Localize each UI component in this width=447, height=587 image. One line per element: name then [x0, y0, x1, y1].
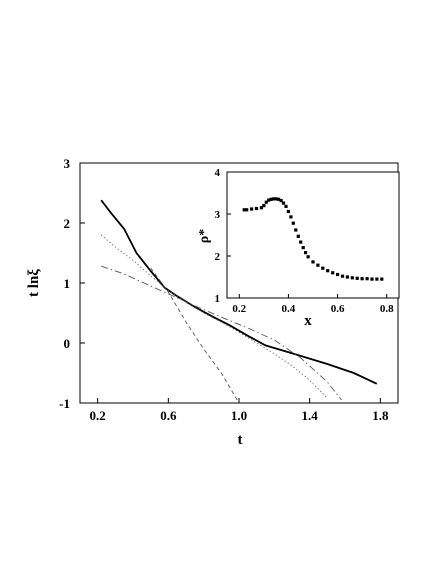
inset-plot-frame: [226, 171, 400, 299]
inset-data-point: [306, 255, 310, 259]
inset-data-point: [267, 198, 271, 202]
inset-data-point: [301, 246, 305, 250]
main-x-axis-label: t: [238, 432, 243, 448]
main-chart: 0.2 0.6 1.0 1.4 1.8 -1 0 1 2 3 t t lnξ: [26, 156, 399, 448]
inset-data-point: [345, 275, 349, 279]
inset-y-tick-label: 3: [215, 209, 221, 221]
inset-data-point: [336, 272, 340, 277]
main-series-line-dashdot: [101, 265, 342, 401]
inset-data-point: [274, 197, 278, 201]
inset-data-point: [296, 234, 300, 238]
inset-data-point: [281, 201, 286, 205]
main-ticks: 0.2 0.6 1.0 1.4 1.8 -1 0 1 2 3: [59, 156, 389, 423]
inset-data-point: [294, 228, 298, 232]
inset-data-point: [254, 206, 259, 211]
inset-data-point: [245, 208, 249, 212]
inset-data-point: [370, 277, 374, 281]
main-y-tick-label: 2: [64, 216, 71, 231]
main-y-tick-label: 3: [64, 156, 71, 171]
inset-data-point: [311, 260, 315, 264]
inset-data-point: [277, 197, 281, 201]
inset-data-point: [360, 277, 364, 281]
inset-data-point: [262, 204, 266, 208]
main-x-tick-label: 0.2: [90, 408, 106, 423]
inset-data-point: [284, 204, 288, 208]
inset-data-point: [289, 215, 293, 219]
inset-x-tick-label: 0.8: [380, 303, 394, 315]
inset-x-tick-label: 0.6: [331, 303, 345, 315]
inset-data-point: [340, 274, 345, 278]
inset-data-point: [365, 277, 369, 281]
inset-data-point: [326, 269, 330, 273]
main-x-tick-label: 1.4: [302, 408, 319, 423]
inset-data-point: [291, 221, 295, 225]
inset-data-point: [355, 276, 359, 280]
inset-data-point: [299, 240, 303, 244]
inset-y-tick-label: 4: [215, 167, 221, 179]
inset-data-point: [316, 263, 320, 267]
inset-data-point: [279, 199, 283, 203]
inset-data-point: [331, 271, 335, 275]
inset-data-point: [259, 206, 263, 210]
inset-data-point: [269, 197, 273, 201]
inset-data-point: [242, 208, 246, 212]
inset-ticks: 0.2 0.4 0.6 0.8 1 2 3 4: [215, 167, 395, 315]
inset-data-point: [264, 200, 268, 204]
main-x-tick-label: 1.0: [231, 408, 247, 423]
inset-data-point: [286, 209, 290, 214]
inset-x-tick-label: 0.4: [282, 303, 296, 315]
inset-x-tick-label: 0.2: [232, 303, 246, 315]
inset-points: [242, 197, 384, 281]
inset-y-tick-label: 1: [215, 293, 221, 305]
main-series-line-dashed: [150, 267, 240, 403]
inset-y-tick-label: 2: [215, 251, 221, 263]
inset-data-point: [350, 276, 354, 280]
main-x-tick-label: 1.8: [372, 408, 389, 423]
main-y-axis-label: t lnξ: [26, 269, 42, 297]
main-x-tick-label: 0.6: [160, 408, 177, 423]
inset-data-point: [375, 277, 379, 281]
main-y-tick-label: -1: [59, 396, 70, 411]
main-series: [100, 199, 378, 403]
inset-chart: 0.2 0.4 0.6 0.8 1 2 3 4 x ρ*: [197, 167, 400, 329]
inset-data-point: [272, 197, 276, 201]
inset-data-point: [321, 266, 325, 270]
inset-data-point: [250, 207, 254, 211]
inset-data-point: [380, 277, 384, 281]
inset-x-axis-label: x: [304, 313, 312, 329]
main-y-tick-label: 1: [64, 276, 71, 291]
main-series-line-solid: [100, 199, 378, 385]
inset-y-axis-label: ρ*: [197, 229, 212, 244]
main-y-tick-label: 0: [64, 336, 71, 351]
inset-data-point: [304, 251, 308, 255]
